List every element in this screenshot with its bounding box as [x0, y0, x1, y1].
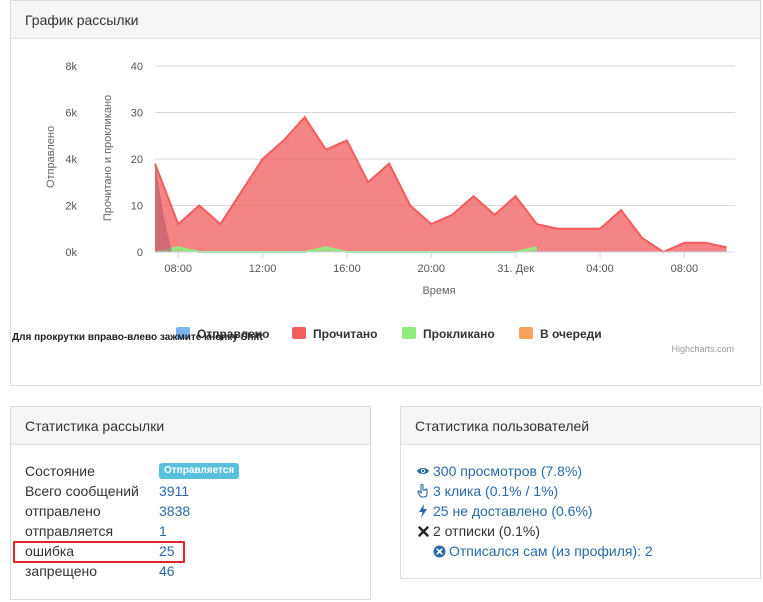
self-unsub-text: Отписался сам (из профиля): 2	[449, 543, 653, 559]
stat-value-link[interactable]: 3911	[159, 483, 190, 499]
legend-item: Отправлено	[197, 327, 269, 341]
y-right-tick-label: 20	[131, 154, 143, 166]
mailing-chart: 40 8k 30 6k 20 4k 10 2k 0 0k 08:00 12:00 16:00 20:00 3…	[45, 61, 735, 354]
y-left-tick-label: 4k	[65, 154, 77, 166]
status-badge: Отправляется	[159, 463, 240, 479]
scroll-hint: Для прокрутки вправо-влево зажмите кнопк…	[12, 332, 263, 343]
legend-item: Прокликано	[423, 327, 495, 341]
sent-series-area	[155, 162, 172, 252]
y-left-tick-label: 8k	[65, 61, 77, 73]
x-axis-title: Время	[422, 285, 455, 297]
legend-swatch	[519, 327, 533, 339]
read-series-line	[154, 115, 727, 254]
user-stats-title: Статистика пользователей	[401, 407, 760, 445]
stat-label: отправляется	[25, 523, 114, 539]
y-right-tick-label: 10	[131, 201, 143, 213]
error-row-highlight	[13, 541, 185, 563]
stat-label: запрещено	[25, 563, 98, 579]
state-label: Состояние	[25, 463, 95, 479]
views-link[interactable]: 300 просмотров (7.8%)	[415, 461, 746, 481]
x-tick-label: 04:00	[586, 263, 614, 275]
legend-item: Прочитано	[313, 327, 377, 341]
stat-value-link[interactable]: 25	[159, 543, 175, 559]
chart-credit: Highcharts.com	[671, 344, 734, 354]
mailing-stats-title: Статистика рассылки	[11, 407, 370, 445]
x-tick-label: 08:00	[164, 263, 192, 275]
y-right-axis-title: Прочитано и прокликано	[102, 95, 114, 221]
x-tick-label: 08:00	[671, 263, 699, 275]
chart-panel-title: График рассылки	[11, 1, 760, 39]
y-left-tick-label: 0k	[65, 247, 77, 259]
stat-value-link[interactable]: 46	[159, 563, 175, 579]
state-row: Состояние Отправляется	[25, 461, 356, 481]
mailing-stats-rows: Состояние Отправляется Всего сообщений 3…	[11, 445, 370, 581]
stat-value-link[interactable]: 3838	[159, 503, 191, 519]
unsubscribes-text: 2 отписки (0.1%)	[433, 523, 541, 539]
stat-row-total: Всего сообщений 3911	[25, 481, 356, 501]
eye-icon	[415, 465, 431, 477]
stat-row-sending: отправляется 1	[25, 521, 356, 541]
circle-x-icon	[431, 545, 447, 558]
stat-value-link[interactable]: 1	[159, 523, 167, 539]
close-icon	[415, 525, 431, 537]
x-tick-label: 20:00	[418, 263, 446, 275]
x-tick-label: 12:00	[249, 263, 277, 275]
stat-label: отправлено	[25, 503, 101, 519]
clicks-link[interactable]: 3 клика (0.1% / 1%)	[415, 481, 746, 501]
chart-panel: График рассылки 40 8k 30 6k 20 4k 10 2k 0 0k 08:00…	[10, 0, 761, 386]
read-series-area	[155, 117, 727, 253]
y-right-tick-label: 40	[131, 61, 143, 73]
y-left-axis-title: Отправлено	[45, 126, 57, 188]
y-left-tick-label: 6k	[65, 108, 77, 120]
stat-row-error: ошибка 25	[25, 541, 356, 561]
y-left-tick-label: 2k	[65, 201, 77, 213]
y-right-tick-label: 0	[137, 247, 143, 259]
user-stats-panel: Статистика пользователей 300 просмотров …	[400, 406, 761, 579]
y-right-tick-label: 30	[131, 108, 143, 120]
stat-row-sent: отправлено 3838	[25, 501, 356, 521]
undelivered-link[interactable]: 25 не доставлено (0.6%)	[415, 501, 746, 521]
undelivered-text: 25 не доставлено (0.6%)	[433, 503, 593, 519]
stat-row-forbidden: запрещено 46	[25, 561, 356, 581]
self-unsub-link[interactable]: Отписался сам (из профиля): 2	[415, 541, 746, 561]
mailing-stats-panel: Статистика рассылки Состояние Отправляет…	[10, 406, 371, 600]
hand-pointer-icon	[415, 484, 431, 498]
legend-swatch	[402, 327, 416, 339]
x-tick-label: 31. Дек	[497, 263, 534, 275]
x-tick-label: 16:00	[333, 263, 361, 275]
stat-label: Всего сообщений	[25, 483, 139, 499]
clicks-text: 3 клика (0.1% / 1%)	[433, 483, 559, 499]
legend-item: В очереди	[540, 327, 602, 341]
legend-swatch	[176, 327, 190, 339]
bolt-icon	[415, 504, 431, 518]
stat-label: ошибка	[25, 543, 75, 559]
legend-swatch	[292, 327, 306, 339]
user-stats-rows: 300 просмотров (7.8%) 3 клика (0.1% / 1%…	[401, 445, 760, 561]
unsubscribes-row: 2 отписки (0.1%)	[415, 521, 746, 541]
views-text: 300 просмотров (7.8%)	[433, 463, 583, 479]
